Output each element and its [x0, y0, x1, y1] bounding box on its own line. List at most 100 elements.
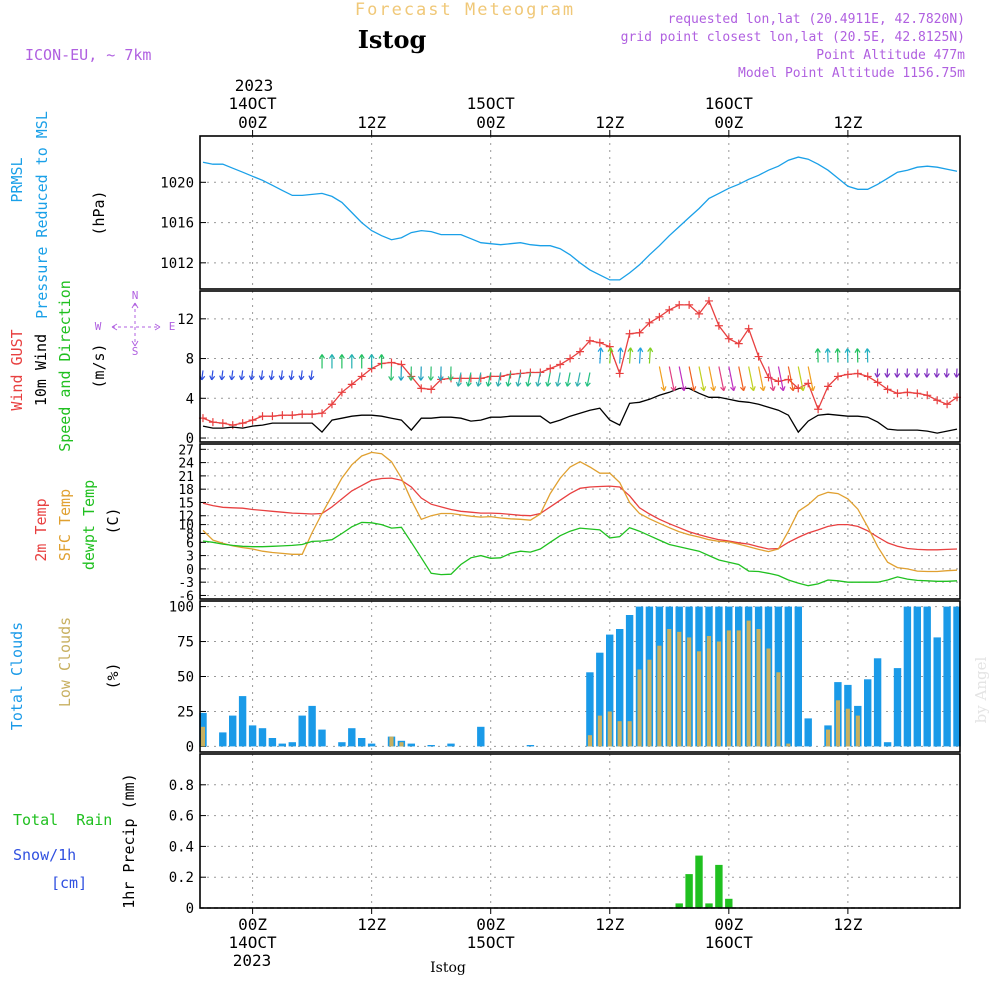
wind-gust-point-66: [853, 369, 862, 378]
temperature-ylabel-11: 24: [178, 457, 194, 472]
wind-arrowhead-67: [864, 348, 871, 353]
snow-legend: Snow/1h: [13, 846, 76, 864]
snow-unit-legend: [cm]: [51, 874, 87, 892]
forecast-title: Forecast Meteogram: [355, 0, 575, 20]
clouds-bar-1-41: [607, 711, 612, 747]
wind-gust-point-26: [456, 374, 465, 383]
wind-arrowhead-59: [789, 386, 796, 392]
clouds-ylabel-4: 100: [169, 600, 194, 616]
wind-arrow-28: [477, 372, 482, 387]
clouds-bar-0-71: [903, 606, 912, 747]
wind-arrowhead-15: [348, 354, 355, 359]
wind-arrow-26: [457, 372, 462, 387]
top-tick-label-0: 00Z: [238, 113, 267, 132]
pressure-ylabels: PRMSL Pressure Reduced to MSL (hPa): [8, 111, 108, 319]
top-year: 2023: [235, 76, 274, 95]
pressure-label-1: PRMSL: [8, 157, 26, 202]
wind-arrowhead-26: [455, 381, 462, 387]
wind-gust-point-27: [466, 374, 475, 383]
wind-arrow-3: [230, 370, 234, 380]
top-tick-date-2: 15OCT: [467, 94, 516, 113]
wind-arrowhead-35: [545, 381, 552, 387]
wind-arrowhead-52: [720, 386, 727, 392]
compass-s: S: [132, 345, 139, 358]
temperature-ylabel-10: 21: [178, 470, 194, 485]
wind-arrowhead-31: [505, 381, 512, 387]
wind-arrow-76: [955, 368, 958, 378]
wind-arrowhead-54: [739, 386, 746, 392]
temperature-series-1: [202, 451, 958, 573]
wind-arrowhead-13: [328, 354, 335, 359]
wind-arrowhead-6: [258, 375, 265, 381]
clouds-bar-0-8: [278, 743, 286, 747]
wind-gust-point-61: [804, 379, 813, 388]
clouds-bar-0-68: [873, 658, 882, 747]
pressure-ylabel-1: 1016: [160, 216, 194, 232]
wind-arrow-7: [270, 370, 274, 380]
wind-arrow-6: [260, 370, 264, 380]
clouds-bar-0-69: [883, 742, 892, 747]
wind-arrowhead-3: [229, 375, 235, 381]
wind-gust-point-53: [724, 334, 733, 343]
clouds-bar-1-47: [667, 629, 672, 747]
clouds-bar-0-42: [616, 629, 624, 747]
clouds-bar-1-58: [776, 672, 781, 747]
wind-gust-point-14: [337, 388, 346, 397]
wind-arrow-73: [926, 368, 928, 378]
wind-arrow-51: [708, 366, 715, 391]
wind-gust-point-39: [585, 336, 594, 345]
wind-arrowhead-5: [248, 375, 255, 381]
clouds-ylabel-1: 25: [177, 704, 194, 720]
wind-arrow-60: [797, 366, 804, 391]
wind-gust-point-54: [734, 339, 743, 348]
wind-gust-point-51: [704, 296, 713, 305]
clouds-bar-1-49: [687, 637, 692, 747]
wind-arrow-30: [497, 372, 502, 387]
clouds-bar-0-21: [407, 743, 415, 747]
wind-arrowhead-34: [535, 381, 542, 387]
bottom-year: 2023: [233, 951, 272, 970]
wind-gust-point-63: [824, 382, 833, 391]
wind-arrow-55: [748, 366, 755, 391]
wind-gust-point-16: [357, 372, 366, 381]
wind-arrow-32: [517, 372, 522, 387]
wind-arrowhead-1: [209, 375, 216, 381]
wind-arrow-1: [211, 370, 214, 380]
clouds-ylabel-0: 0: [186, 739, 194, 755]
wind-gust-point-38: [576, 347, 584, 356]
bottom-tick-label-1: 12Z: [357, 915, 386, 934]
temperature-series-2: [202, 521, 958, 587]
clouds-bar-0-14: [338, 742, 346, 747]
bottom-tick-date-2: 15OCT: [467, 933, 516, 952]
precip-bar-0-2: [695, 855, 703, 908]
wind-arrow-4: [240, 370, 244, 380]
wind-arrowhead-16: [358, 354, 365, 359]
wind-arrowhead-51: [710, 386, 717, 392]
wind-arrowhead-41: [607, 347, 614, 353]
wind-arrow-43: [629, 347, 632, 364]
clouds-bar-0-25: [447, 743, 455, 747]
precip-bar-0-3: [705, 903, 713, 908]
wind-arrowhead-29: [485, 381, 492, 387]
wind-arrowhead-50: [700, 386, 707, 392]
wind-ylabel-1: 4: [186, 391, 194, 407]
wind-gust-point-4: [238, 419, 247, 428]
precip-ylabel-1: 0.2: [169, 870, 194, 886]
wind-gust-point-6: [258, 412, 267, 421]
wind-panel: 0 4 8 12: [177, 290, 962, 447]
clouds-bar-0-74: [933, 637, 941, 747]
low-clouds-label: Low Clouds: [56, 617, 74, 707]
clouds-ylabel-2: 50: [177, 670, 194, 686]
clouds-bar-0-17: [367, 743, 376, 747]
compass-rose: N S W E: [95, 289, 176, 358]
wind-arrow-45: [648, 347, 652, 364]
wind-arrow-50: [698, 366, 705, 391]
wind-arrowhead-49: [690, 386, 697, 392]
wind-arrow-54: [738, 366, 745, 391]
wind-gust-point-73: [923, 391, 932, 400]
top-tick-label-1: 12Z: [357, 113, 386, 132]
wind-arrowhead-12: [319, 354, 326, 359]
temp-unit: (C): [104, 507, 122, 534]
